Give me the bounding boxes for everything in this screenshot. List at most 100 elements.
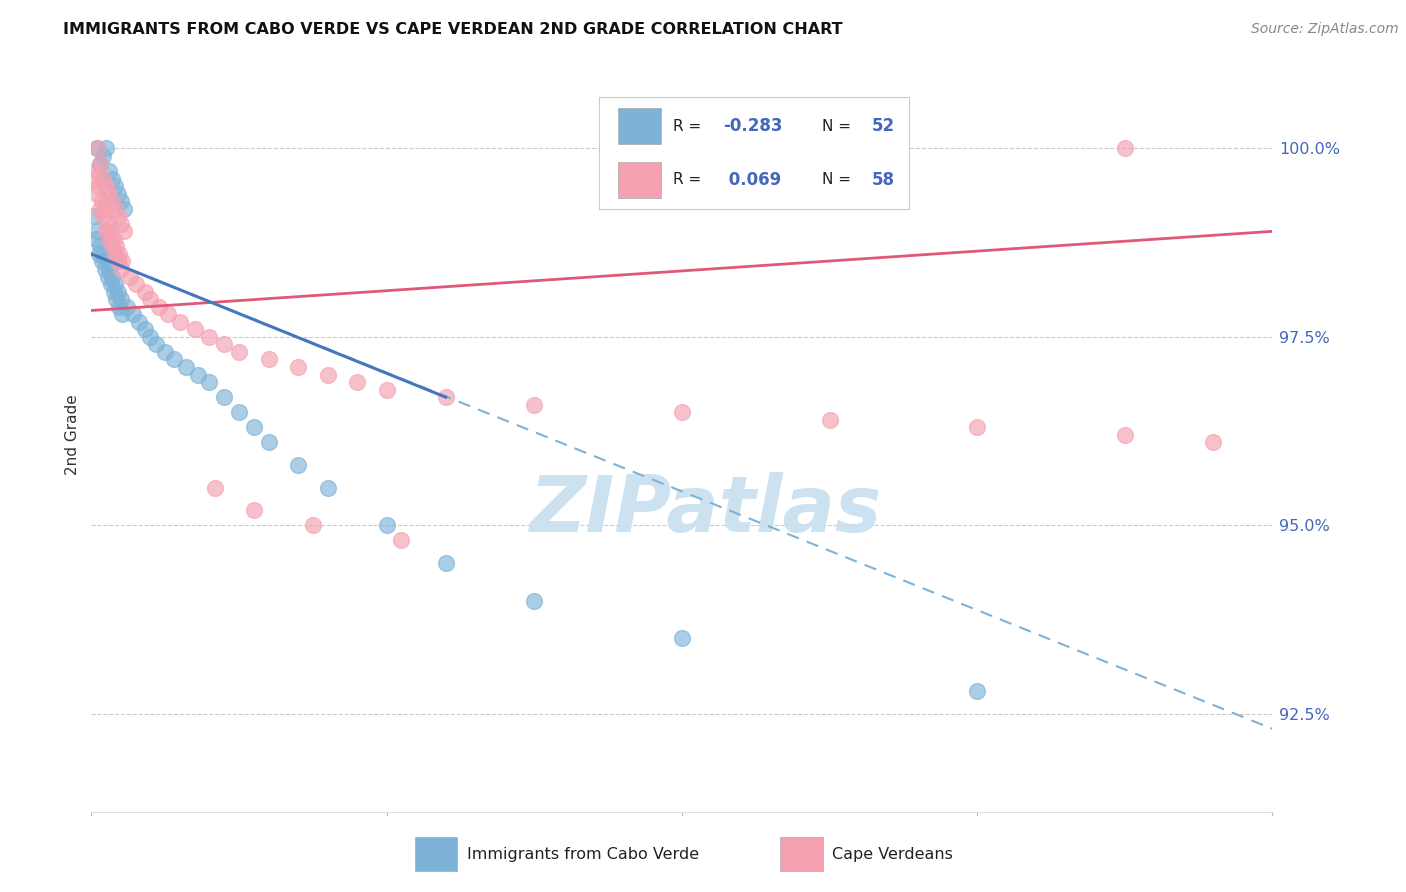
Text: 0.069: 0.069 [723,170,782,189]
Point [966,420,988,434]
Point [187,368,209,382]
Point [93,202,115,216]
Text: ZIPatlas: ZIPatlas [530,472,882,549]
Point [111,307,134,321]
Point [104,247,127,261]
Point [101,239,124,253]
Point [124,277,148,291]
Bar [617,161,661,198]
Point [1114,141,1136,155]
Point [183,322,207,336]
Point [671,632,693,646]
Point [174,359,197,374]
Point [316,481,339,495]
Point [145,337,167,351]
Text: 52: 52 [872,117,894,136]
Point [100,224,122,238]
Point [101,171,124,186]
Point [153,345,177,359]
Point [93,262,115,277]
Point [98,164,121,178]
Point [243,420,266,434]
Point [91,149,114,163]
Point [115,300,138,314]
Point [110,292,132,306]
Point [86,186,108,201]
Point [243,503,266,517]
Point [346,375,368,389]
Point [107,254,129,268]
Point [301,518,323,533]
Point [107,186,129,201]
Point [671,405,693,419]
Point [523,593,546,607]
Point [112,224,135,238]
Point [104,202,127,216]
Point [134,285,156,299]
Point [83,209,105,223]
Point [523,398,546,412]
Point [121,307,143,321]
Point [1202,435,1225,450]
Point [316,368,339,382]
Point [89,239,111,253]
Point [84,232,107,246]
Point [148,300,170,314]
Point [257,352,280,367]
Point [101,269,124,284]
Point [134,322,156,336]
Point [89,156,111,170]
Point [96,179,118,194]
Point [98,262,121,277]
Point [91,247,114,261]
Point [96,141,118,155]
Point [100,277,122,291]
Point [87,247,110,261]
Point [139,330,162,344]
Point [434,390,457,404]
Point [86,141,108,155]
Point [139,292,162,306]
Point [169,315,191,329]
Point [91,209,114,223]
Point [107,285,129,299]
Bar [415,838,457,871]
Point [163,352,186,367]
Point [107,209,129,223]
Point [104,277,127,291]
Text: IMMIGRANTS FROM CABO VERDE VS CAPE VERDEAN 2ND GRADE CORRELATION CHART: IMMIGRANTS FROM CABO VERDE VS CAPE VERDE… [63,22,842,37]
Point [1114,428,1136,442]
Point [89,202,111,216]
Point [96,224,118,238]
Point [204,481,226,495]
Point [110,217,132,231]
Point [287,359,309,374]
Point [434,556,457,570]
Point [110,194,132,209]
Text: R =: R = [673,172,707,187]
Point [375,383,398,397]
Bar [780,838,823,871]
Point [91,171,114,186]
Point [98,232,121,246]
Point [287,458,309,472]
Point [98,186,121,201]
Point [103,232,125,246]
Point [198,375,221,389]
Point [83,171,105,186]
Text: -0.283: -0.283 [723,117,783,136]
Point [818,413,841,427]
Point [84,164,107,178]
Point [228,405,250,419]
Point [104,179,127,194]
Point [111,254,134,268]
Text: Cape Verdeans: Cape Verdeans [832,847,953,862]
Point [101,194,124,209]
Point [108,300,131,314]
Text: Source: ZipAtlas.com: Source: ZipAtlas.com [1251,22,1399,37]
Point [128,315,150,329]
Point [86,224,108,238]
Point [375,518,398,533]
Point [157,307,180,321]
Point [86,141,108,155]
